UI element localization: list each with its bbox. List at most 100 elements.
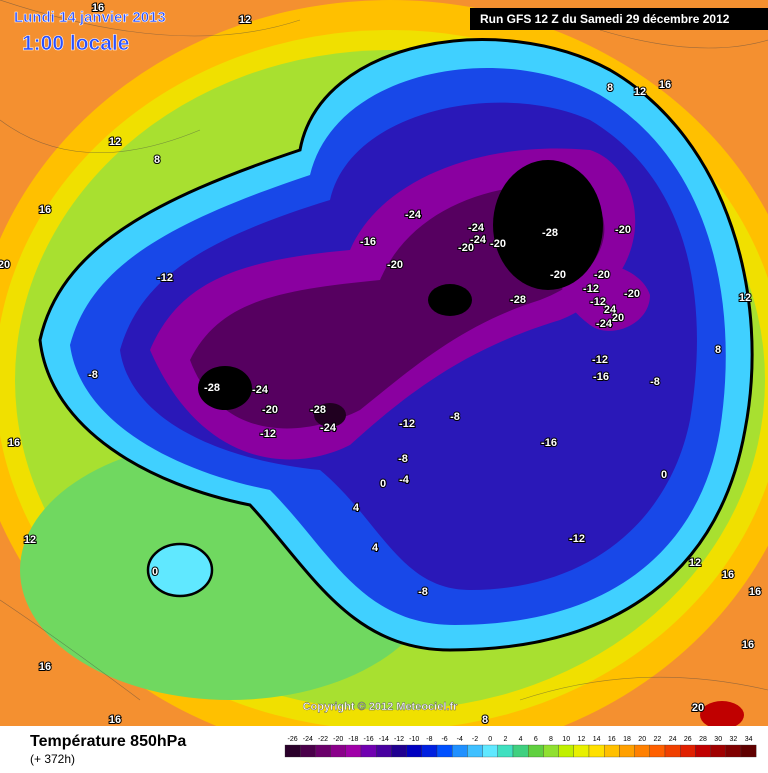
legend-swatch (315, 744, 331, 758)
contour-label: 12 (689, 557, 701, 569)
contour-label: -20 (490, 238, 506, 250)
legend-tick-label: -10 (409, 736, 419, 743)
contour-label: -8 (418, 586, 428, 598)
legend-tick-label: 30 (714, 736, 722, 743)
legend-tick-label: -4 (457, 736, 463, 743)
legend-tick-label: -26 (288, 736, 298, 743)
legend-swatch (300, 744, 316, 758)
contour-label: 20 (692, 702, 704, 714)
legend-tick-label: 32 (730, 736, 738, 743)
legend-tick-label: 2 (503, 736, 507, 743)
contour-label: -24 (405, 209, 422, 221)
legend-swatch (467, 744, 483, 758)
legend-tick-label: 16 (608, 736, 616, 743)
contour-label: 12 (239, 14, 251, 26)
contour-label: 8 (607, 82, 613, 94)
legend-swatch (376, 744, 392, 758)
contour-label: -4 (399, 474, 410, 486)
legend-swatch (482, 744, 498, 758)
contour-labels: 16 12 16 8 12 12 8 16 20 12 8 16 12 16 16 8 20 12 16 16 16 -1… (0, 1, 762, 727)
legend-swatch (512, 744, 529, 758)
run-banner (470, 8, 768, 30)
field-zone (146, 542, 214, 598)
legend-swatch (680, 744, 696, 758)
valid-date: Lundi 14 janvier 2013 (14, 9, 166, 26)
contour-label: 8 (715, 344, 721, 356)
contour-label: -12 (590, 296, 606, 308)
contour-label: -20 (624, 288, 640, 300)
contour-label: 20 (612, 312, 624, 324)
coastline (0, 0, 768, 701)
legend-tick-label: 34 (745, 736, 753, 743)
legend-swatch (604, 744, 620, 758)
contour-label: -8 (650, 376, 660, 388)
contour-label: -24 (596, 318, 613, 330)
contour-label: -24 (252, 384, 269, 396)
contour-label: -16 (541, 437, 557, 449)
legend-swatch (360, 744, 377, 758)
contour-label: 12 (109, 136, 121, 148)
contour-label: 8 (154, 154, 160, 166)
legend-tick-label: -24 (303, 736, 313, 743)
legend-tick-label: 20 (638, 736, 646, 743)
contour-label: -12 (399, 418, 415, 430)
contour-label: 4 (353, 502, 360, 514)
contour-label: 20 (0, 259, 10, 271)
legend-tick-label: 10 (562, 736, 570, 743)
legend-tick-label: -2 (472, 736, 478, 743)
field-zone (428, 284, 472, 316)
contour-label: -24 (320, 422, 337, 434)
contour-label: -20 (262, 404, 278, 416)
contour-label: -24 (470, 234, 487, 246)
legend-swatch (284, 744, 301, 758)
legend-tick-label: 22 (654, 736, 662, 743)
local-time: 1:00 locale (22, 32, 129, 55)
contour-label: -24 (468, 222, 485, 234)
legend-swatch (436, 744, 453, 758)
zero-contour (38, 38, 754, 652)
legend-swatch (406, 744, 422, 758)
legend-tick-label: 26 (684, 736, 692, 743)
field-title: Température 850hPa (30, 733, 186, 750)
legend-swatch (573, 744, 590, 758)
contour-label: -20 (387, 259, 403, 271)
contour-label: 12 (739, 292, 751, 304)
contour-label: -12 (157, 272, 173, 284)
contour-label: -20 (594, 269, 610, 281)
field-zone (493, 160, 603, 290)
legend-tick-label: 14 (593, 736, 601, 743)
legend-swatch (421, 744, 438, 758)
legend-tick-label: 8 (549, 736, 553, 743)
contour-label: 16 (109, 714, 121, 726)
legend-tick-label: 24 (669, 736, 677, 743)
contour-label: 16 (39, 661, 51, 673)
legend-tick-label: 18 (623, 736, 631, 743)
legend-swatch (543, 744, 559, 758)
legend-swatch (345, 744, 362, 758)
legend-swatch (588, 744, 605, 758)
contour-label: 4 (372, 542, 379, 554)
legend-tick-label: -12 (394, 736, 404, 743)
color-legend: -26 -24 -22 -20 -18 -16 -14 -12 -10 -8 -6 -4 -2 0 2 4 6 8… (284, 736, 757, 758)
contour-label: -12 (569, 533, 585, 545)
legend-swatch (558, 744, 574, 758)
contour-label: -16 (360, 236, 376, 248)
contour-label: 8 (482, 714, 488, 726)
contour-label: 16 (749, 586, 761, 598)
contour-label: -20 (458, 242, 474, 254)
legend-tick-label: 0 (488, 736, 492, 743)
contour-label: 16 (39, 204, 51, 216)
legend-tick-label: -8 (426, 736, 432, 743)
contour-label: 16 (742, 639, 754, 651)
legend-swatch (619, 744, 635, 758)
legend-swatch (740, 744, 757, 758)
contour-label: -20 (550, 269, 566, 281)
legend-tick-label: -20 (333, 736, 343, 743)
contour-label: 0 (661, 469, 667, 481)
legend-swatch (452, 744, 468, 758)
contour-label: -12 (583, 283, 599, 295)
contour-label: 12 (634, 86, 646, 98)
contour-label: 16 (8, 437, 20, 449)
